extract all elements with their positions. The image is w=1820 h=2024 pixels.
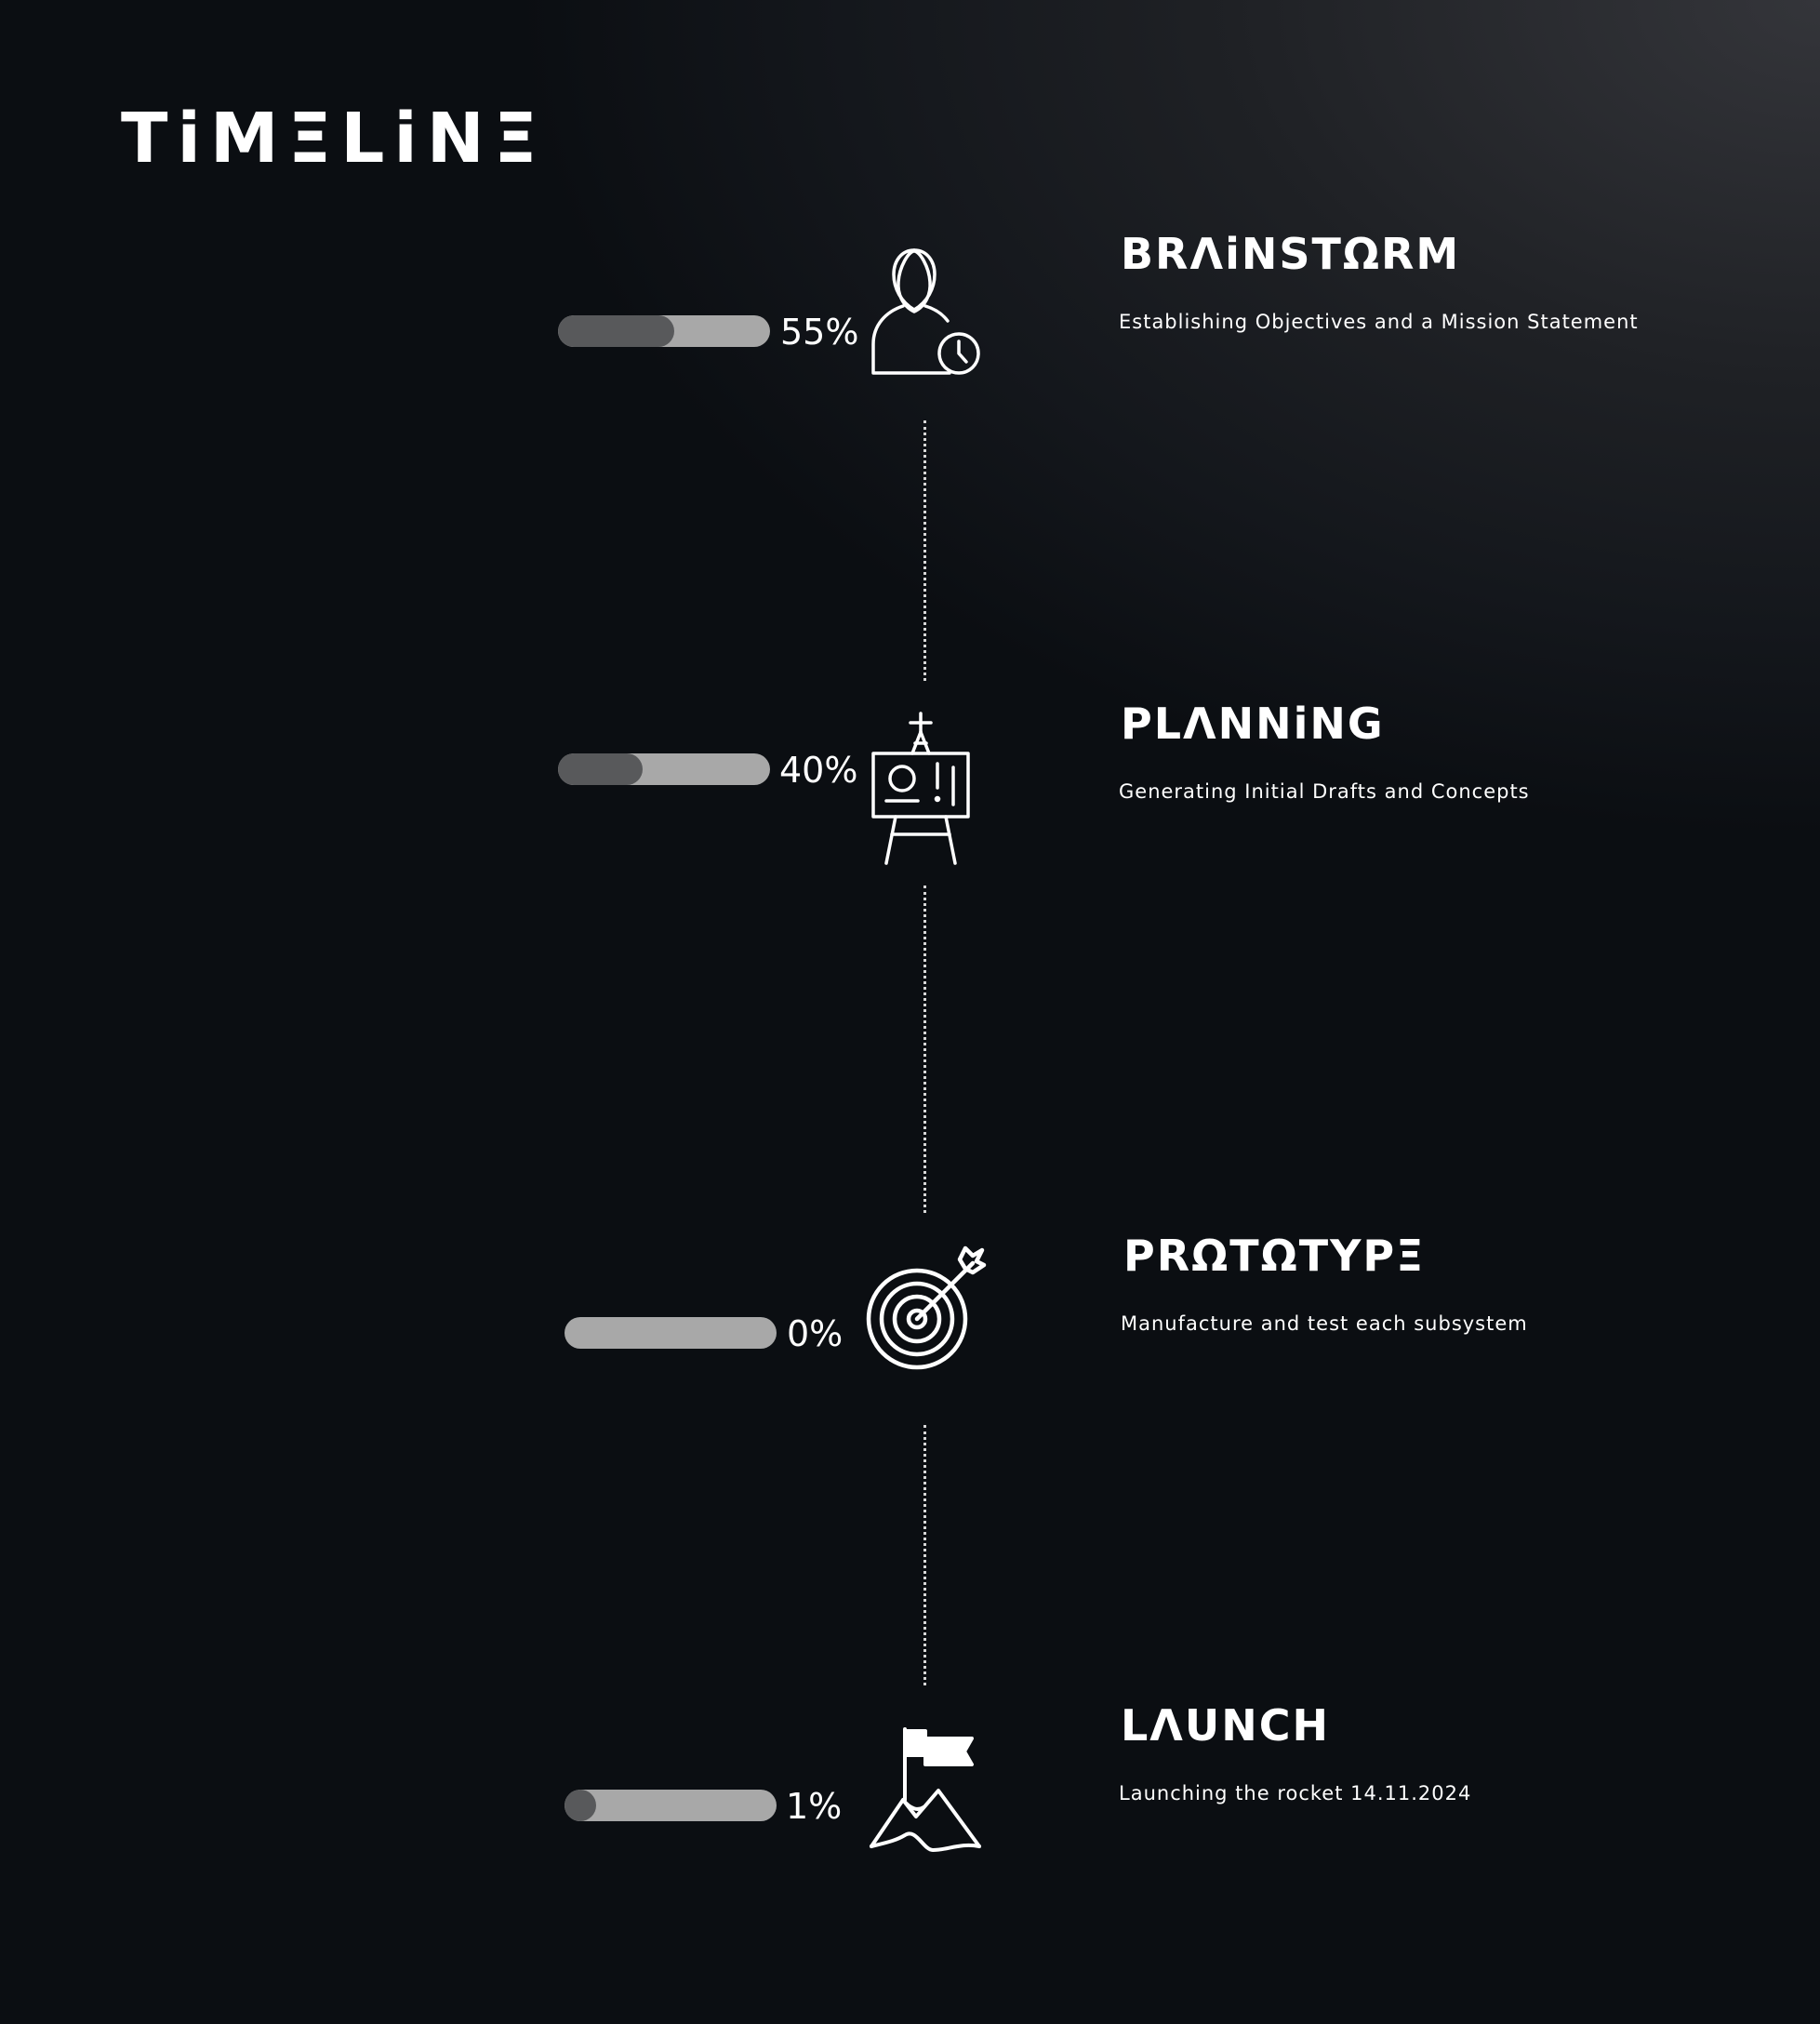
progress-bar — [565, 1790, 777, 1821]
progress-bar — [558, 753, 770, 785]
target-icon — [863, 1245, 993, 1375]
milestone-title: PRΩTΩTYPΞ — [1123, 1231, 1426, 1281]
person-clock-icon — [860, 246, 990, 377]
flag-mountain-icon — [868, 1725, 998, 1856]
percent-label: 40% — [779, 750, 858, 791]
page-title: TiMΞLiNΞ — [121, 99, 547, 179]
progress-fill — [558, 315, 674, 347]
progress-fill — [565, 1790, 596, 1821]
percent-label: 0% — [787, 1313, 844, 1354]
milestone-description: Launching the rocket 14.11.2024 — [1119, 1782, 1472, 1804]
percent-label: 1% — [786, 1786, 843, 1827]
timeline-connector — [923, 420, 926, 681]
timeline-connector — [923, 1425, 926, 1685]
milestone-description: Generating Initial Drafts and Concepts — [1119, 780, 1530, 803]
progress-fill — [558, 753, 643, 785]
milestone-description: Establishing Objectives and a Mission St… — [1119, 311, 1639, 333]
timeline-connector — [923, 886, 926, 1213]
progress-bar — [565, 1317, 777, 1349]
easel-icon — [860, 712, 990, 865]
progress-bar — [558, 315, 770, 347]
milestone-title: PLΛNNiNG — [1121, 699, 1385, 749]
percent-label: 55% — [780, 312, 859, 353]
milestone-title: LΛUNCH — [1121, 1700, 1331, 1751]
milestone-title: BRΛiNSTΩRM — [1121, 229, 1461, 279]
milestone-description: Manufacture and test each subsystem — [1121, 1312, 1528, 1335]
